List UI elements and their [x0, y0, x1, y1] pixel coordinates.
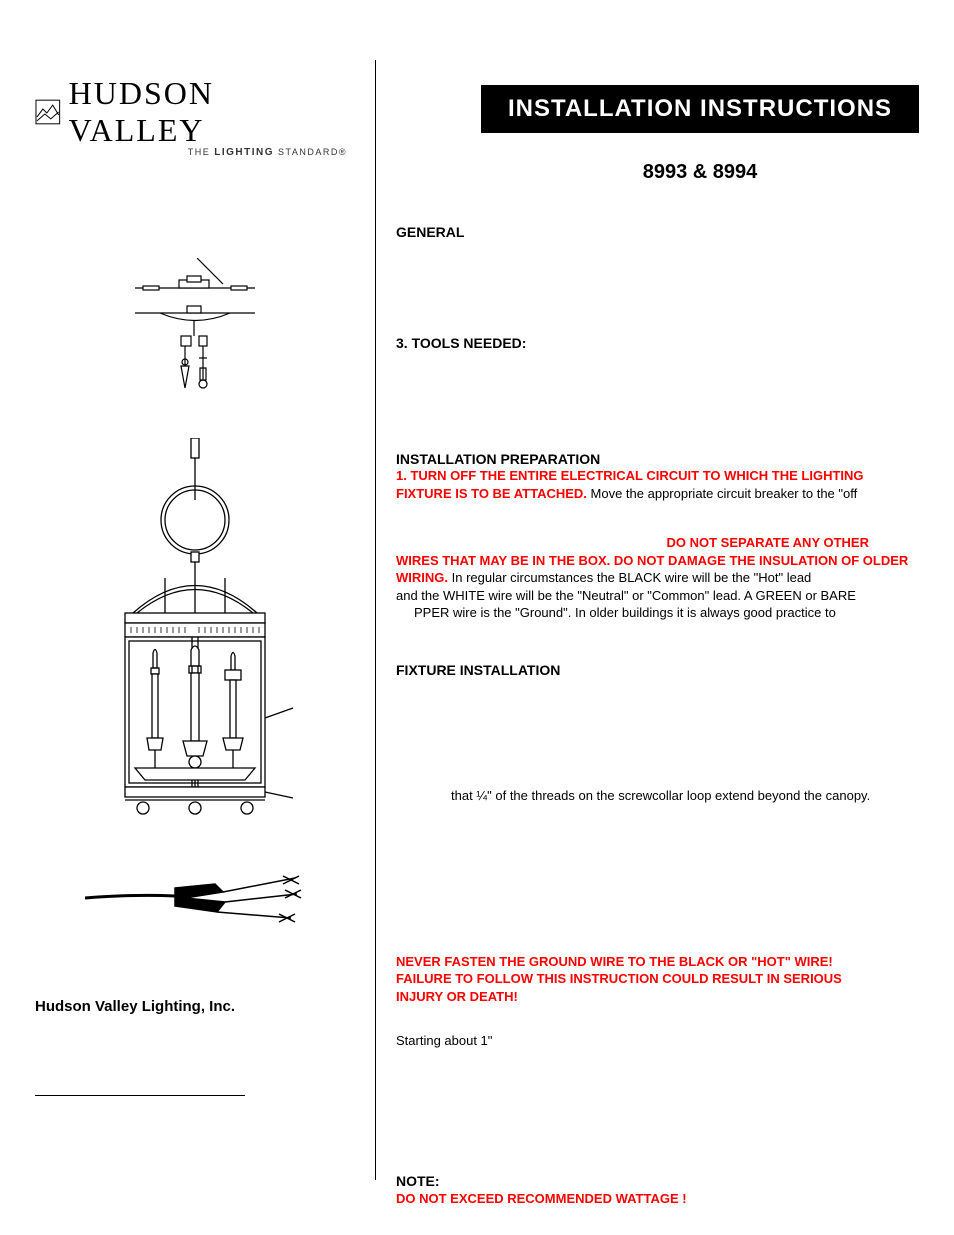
never-line1: NEVER FASTEN THE GROUND WIRE TO THE BLAC… — [396, 953, 919, 971]
model-numbers: 8993 & 8994 — [481, 161, 919, 184]
tagline-pre: THE — [188, 147, 211, 157]
prep2-rest3: PPER wire is the "Ground". In older buil… — [396, 604, 919, 622]
footer-rule — [35, 1095, 245, 1096]
hardware-illustration — [35, 258, 355, 408]
section-fixture: FIXTURE INSTALLATION — [396, 662, 919, 678]
left-column: HUDSON VALLEY THE LIGHTING STANDARD® — [35, 40, 375, 1195]
tagline-post: STANDARD® — [278, 147, 347, 157]
title-bar: INSTALLATION INSTRUCTIONS — [481, 85, 919, 133]
prep-step-1: 1. TURN OFF THE ENTIRE ELECTRICAL CIRCUI… — [396, 467, 919, 502]
tagline-lighting: LIGHTING — [214, 147, 274, 158]
page-container: HUDSON VALLEY THE LIGHTING STANDARD® — [0, 0, 954, 1235]
section-general: GENERAL — [396, 224, 919, 240]
brand-name: HUDSON VALLEY — [69, 75, 355, 149]
prep-wire-warning: DO NOT SEPARATE ANY OTHER WIRES THAT MAY… — [396, 534, 919, 622]
wattage-warning: DO NOT EXCEED RECOMMENDED WATTAGE ! — [396, 1191, 919, 1206]
never-line2: FAILURE TO FOLLOW THIS INSTRUCTION COULD… — [396, 970, 919, 988]
prep2-rest2: and the WHITE wire will be the "Neutral"… — [396, 587, 919, 605]
mountain-icon — [35, 99, 61, 125]
section-tools: 3. TOOLS NEEDED: — [396, 335, 919, 351]
prep1-rest: Move the appropriate circuit breaker to … — [587, 486, 857, 501]
logo-main-row: HUDSON VALLEY — [35, 75, 355, 149]
lantern-illustration — [35, 438, 355, 838]
wire-illustration — [35, 868, 355, 928]
prep2-red1: DO NOT SEPARATE ANY OTHER — [667, 535, 869, 550]
right-column: INSTALLATION INSTRUCTIONS 8993 & 8994 GE… — [376, 40, 919, 1195]
threads-text: that ¼" of the threads on the screwcolla… — [396, 788, 919, 803]
starting-text: Starting about 1" — [396, 1033, 919, 1048]
company-name: Hudson Valley Lighting, Inc. — [35, 998, 355, 1015]
section-prep: INSTALLATION PREPARATION — [396, 451, 919, 467]
logo-block: HUDSON VALLEY THE LIGHTING STANDARD® — [35, 75, 355, 158]
never-warning: NEVER FASTEN THE GROUND WIRE TO THE BLAC… — [396, 953, 919, 1006]
prep2-rest1: In regular circumstances the BLACK wire … — [448, 570, 811, 585]
never-line3: INJURY OR DEATH! — [396, 988, 919, 1006]
section-note: NOTE: — [396, 1173, 919, 1189]
